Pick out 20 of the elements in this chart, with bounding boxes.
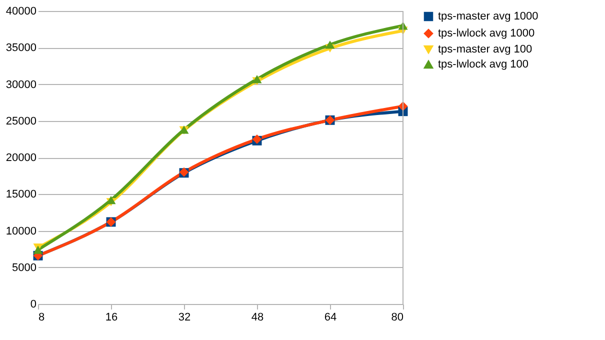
point: [325, 40, 335, 49]
legend-label: tps-lwlock avg 1000: [438, 28, 535, 40]
y-tick-label: 0: [30, 298, 36, 310]
x-tick-label: 16: [105, 312, 118, 324]
y-tick-label: 5000: [12, 262, 36, 274]
legend-label: tps-lwlock avg 100: [438, 58, 528, 70]
y-tick-label: 30000: [6, 78, 36, 91]
y-tick-label: 35000: [6, 42, 36, 54]
x-tick-label: 8: [38, 312, 45, 324]
x-tick-label: 32: [178, 312, 191, 324]
y-tick-label: 10000: [6, 225, 36, 238]
y-tick-label: 20000: [6, 152, 36, 164]
y-tick-label: 25000: [6, 115, 36, 128]
x-tick-label: 80: [391, 312, 404, 324]
legend-label: tps-master avg 100: [438, 44, 532, 56]
y-tick-label: 40000: [6, 6, 36, 18]
x-tick-label: 48: [251, 312, 264, 324]
x-tick-label: 64: [324, 312, 337, 324]
y-tick-label: 15000: [6, 188, 36, 201]
legend-label: tps-master avg 1000: [438, 10, 538, 22]
